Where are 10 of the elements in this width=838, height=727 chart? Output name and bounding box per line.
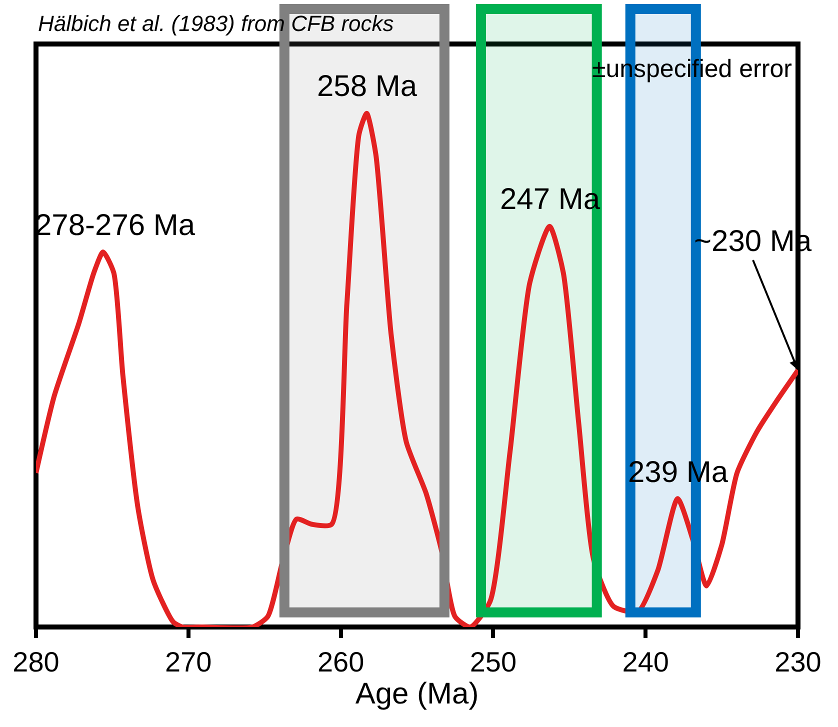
- x-axis-title: Age (Ma): [355, 678, 479, 711]
- x-tick-label: 280: [12, 646, 60, 678]
- x-tick-label: 250: [470, 646, 517, 678]
- x-tick-label: 270: [165, 646, 212, 678]
- x-tick-label: 260: [317, 646, 364, 678]
- chart-title: Hälbich et al. (1983) from CFB rocks: [38, 11, 394, 36]
- x-tick-label: 230: [774, 646, 822, 678]
- annotation: 278-276 Ma: [35, 209, 196, 242]
- annotation: 258 Ma: [317, 70, 418, 103]
- x-tick-label: 240: [622, 646, 669, 678]
